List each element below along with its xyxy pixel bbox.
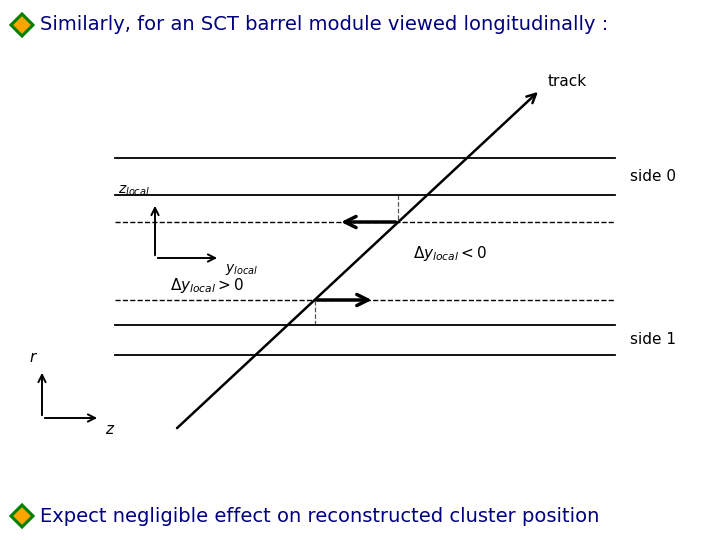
Text: track: track bbox=[548, 75, 587, 90]
Polygon shape bbox=[11, 505, 33, 527]
Text: side 1: side 1 bbox=[630, 333, 676, 348]
Text: $z$: $z$ bbox=[105, 422, 115, 437]
Text: $r$: $r$ bbox=[29, 350, 38, 365]
Text: side 0: side 0 bbox=[630, 169, 676, 184]
Polygon shape bbox=[11, 14, 33, 36]
Text: $y_{local}$: $y_{local}$ bbox=[225, 262, 258, 277]
Text: $\Delta y_{local} < 0$: $\Delta y_{local} < 0$ bbox=[413, 244, 487, 263]
Text: Similarly, for an SCT barrel module viewed longitudinally :: Similarly, for an SCT barrel module view… bbox=[40, 16, 608, 35]
Text: $z_{local}$: $z_{local}$ bbox=[118, 184, 150, 198]
Text: Expect negligible effect on reconstructed cluster position: Expect negligible effect on reconstructe… bbox=[40, 507, 599, 525]
Text: $\Delta y_{local} > 0$: $\Delta y_{local} > 0$ bbox=[171, 276, 245, 295]
